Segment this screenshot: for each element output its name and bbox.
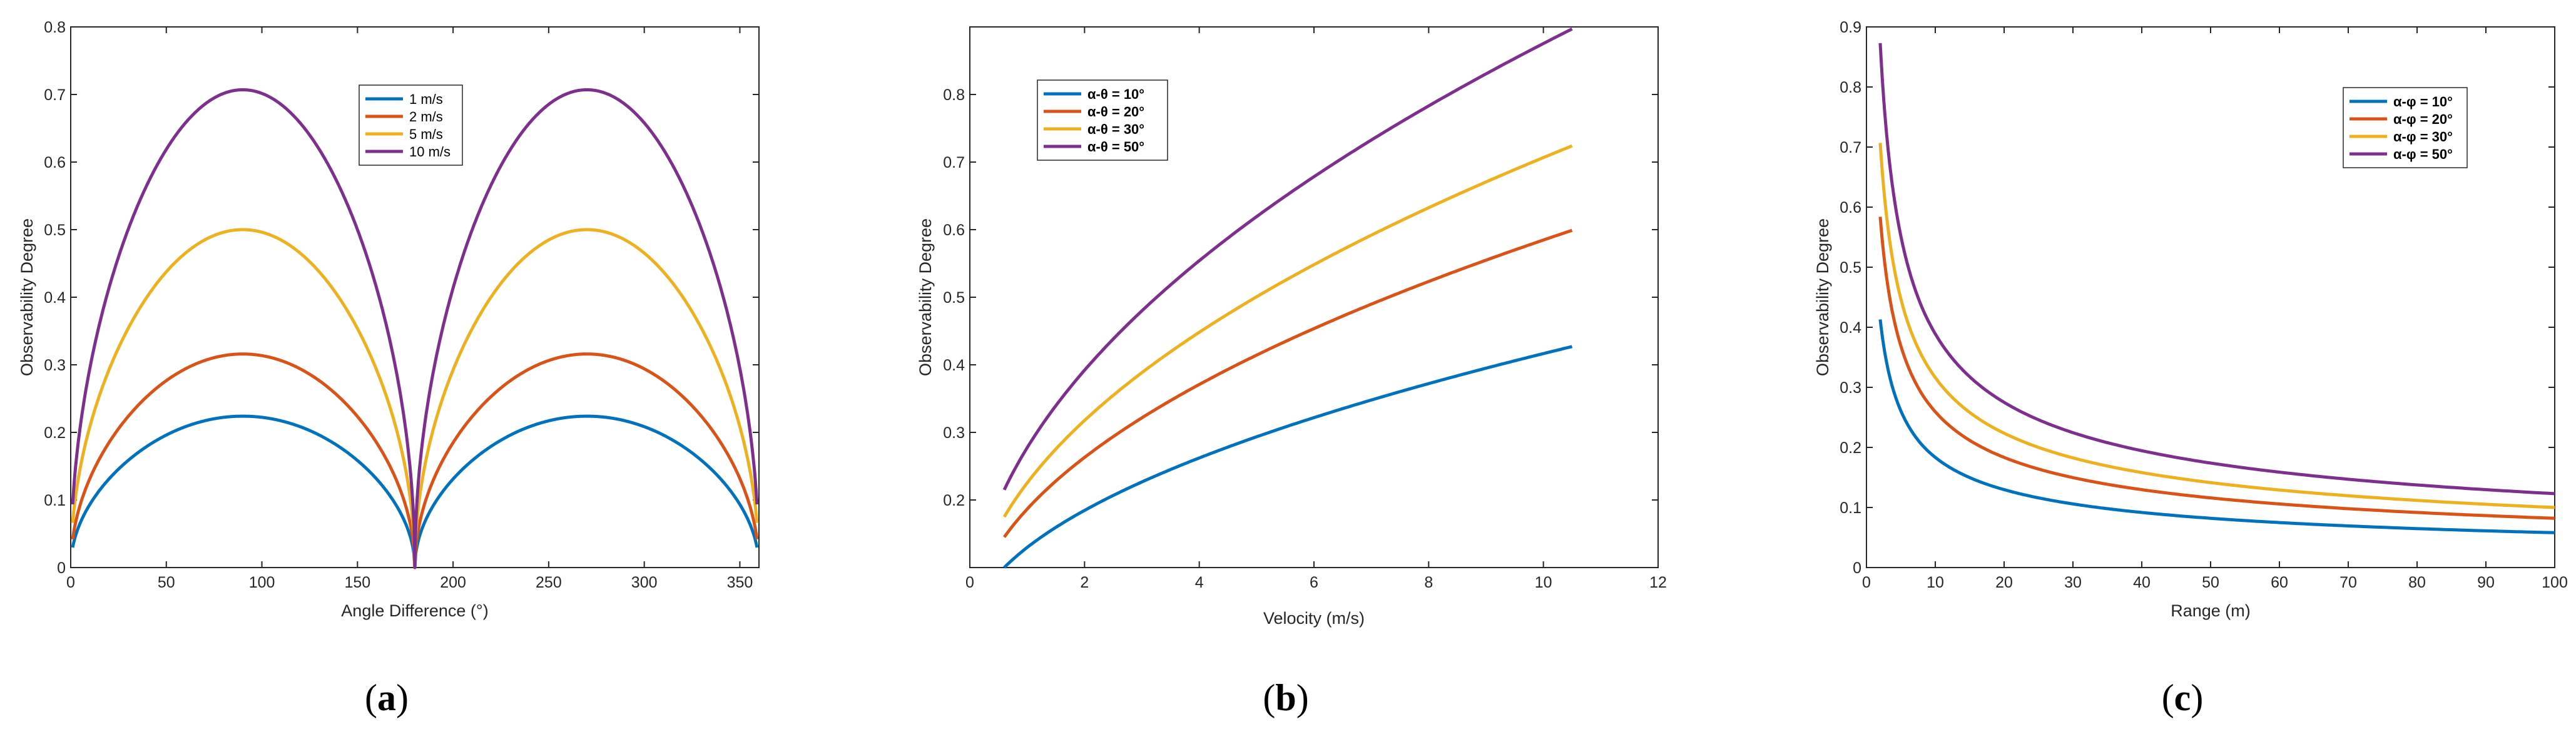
y-tick-label: 0.4	[44, 289, 66, 307]
legend-label: α-φ = 20°	[2393, 111, 2453, 127]
panel-a-caption: (a)	[365, 677, 409, 718]
legend-label: α-φ = 50°	[2393, 146, 2453, 162]
x-tick-label: 10	[1535, 574, 1552, 591]
x-tick-label: 8	[1424, 574, 1433, 591]
panel-b-legend: α-θ = 10° α-θ = 20°α-θ = 30° α-θ = 50°	[1037, 79, 1168, 161]
y-tick-label: 0.4	[1840, 319, 1861, 337]
panel-c-caption-letter: c	[2174, 677, 2191, 718]
legend-label: α-φ = 10°	[2393, 94, 2453, 110]
panel-c-series	[1878, 43, 2555, 534]
panel-c-ticks: 0 10 20 30 40 50 60 70 80 90 100 0 0.1 0.2 0.3 0.4 0.5 0.…	[1840, 19, 2568, 591]
y-tick-label: 0.8	[1840, 79, 1861, 96]
x-tick-label: 60	[2271, 574, 2288, 591]
series-line	[1003, 345, 1573, 569]
y-tick-label: 0.7	[44, 86, 66, 104]
y-tick-label: 0.3	[44, 357, 66, 374]
y-tick-label: 0	[1853, 559, 1861, 577]
x-tick-label: 200	[440, 574, 466, 591]
panel-b-caption-letter: b	[1275, 677, 1296, 718]
panel-a-x-axis-label: Angle Difference (°)	[341, 601, 488, 620]
y-tick-label: 0	[57, 559, 66, 577]
x-tick-label: 10	[1927, 574, 1944, 591]
series-line	[1002, 27, 1573, 491]
y-tick-label: 0.8	[44, 19, 66, 36]
legend-label: 1 m/s	[409, 91, 443, 107]
panel-a-y-axis-label: Observability Degree	[18, 218, 36, 376]
panel-a-legend: 1 m/s 2 m/s5 m/s 10 m/s	[359, 84, 463, 166]
panel-b-ticks: 0 2 4 6 8 10 12 0.2 0.3 0.4 0.5 0.6 0.7 0.8	[943, 27, 1667, 591]
x-tick-label: 50	[2202, 574, 2219, 591]
panel-b-x-axis-label: Velocity (m/s)	[1263, 609, 1365, 628]
x-tick-label: 70	[2339, 574, 2357, 591]
legend-label: α-θ = 10°	[1087, 86, 1144, 102]
panel-a-series	[71, 88, 759, 569]
panel-b-chart: 0 2 4 6 8 10 12 0.2 0.3 0.4 0.5 0.6 0.7 0.8 Velocity …	[916, 26, 1667, 718]
x-tick-label: 90	[2477, 574, 2495, 591]
panel-c-x-axis-label: Range (m)	[2171, 601, 2251, 620]
series-line	[1878, 217, 2555, 520]
series-line	[1002, 228, 1573, 538]
legend-label: α-θ = 30°	[1087, 121, 1144, 137]
x-tick-label: 100	[249, 574, 275, 591]
x-tick-label: 4	[1195, 574, 1204, 591]
y-tick-label: 0.2	[943, 492, 965, 509]
panel-c-chart: 0 10 20 30 40 50 60 70 80 90 100 0 0.1 0.2 0.3 0.4 0.5 0.…	[1813, 19, 2568, 718]
series-line	[1002, 144, 1573, 518]
y-tick-label: 0.7	[943, 154, 965, 171]
x-tick-label: 0	[66, 574, 75, 591]
panel-a-chart: 0 50 100 150 200 250 300 350 0 0.1 0.2 0.3 0.4 0.5 0.6…	[18, 19, 760, 718]
y-tick-label: 0.6	[943, 222, 965, 239]
y-tick-label: 0.6	[44, 154, 66, 171]
x-tick-label: 150	[344, 574, 370, 591]
x-tick-label: 250	[536, 574, 562, 591]
y-tick-label: 0.7	[1840, 139, 1861, 156]
panel-b-y-axis-label: Observability Degree	[916, 218, 935, 376]
panel-c-caption: (c)	[2162, 677, 2204, 718]
panel-a-ticks: 0 50 100 150 200 250 300 350 0 0.1 0.2 0.3 0.4 0.5 0.6…	[44, 19, 759, 591]
y-tick-label: 0.3	[1840, 379, 1861, 397]
x-tick-label: 100	[2542, 574, 2568, 591]
panel-b-series	[1002, 27, 1573, 569]
legend-label: 5 m/s	[409, 126, 443, 142]
legend-label: 2 m/s	[409, 109, 443, 125]
y-tick-label: 0.6	[1840, 199, 1861, 217]
series-line	[1878, 319, 2555, 534]
panel-c-y-axis-label: Observability Degree	[1813, 218, 1832, 376]
y-tick-label: 0.2	[44, 424, 66, 442]
x-tick-label: 80	[2408, 574, 2426, 591]
x-tick-label: 350	[727, 574, 753, 591]
x-tick-label: 12	[1649, 574, 1667, 591]
y-tick-label: 0.5	[44, 222, 66, 239]
x-tick-label: 50	[158, 574, 175, 591]
legend-label: α-θ = 20°	[1087, 104, 1144, 120]
panel-b-caption: (b)	[1263, 677, 1308, 718]
panel-c-legend: α-φ = 10°α-φ = 20° α-φ = 30°α-φ = 50°	[2343, 87, 2468, 168]
legend-label: α-θ = 50°	[1087, 139, 1144, 155]
y-tick-label: 0.5	[1840, 259, 1861, 277]
series-line	[1878, 43, 2555, 496]
y-tick-label: 0.9	[1840, 19, 1861, 36]
x-tick-label: 0	[1862, 574, 1871, 591]
x-tick-label: 40	[2133, 574, 2151, 591]
y-tick-label: 0.3	[943, 424, 965, 442]
y-tick-label: 0.1	[44, 492, 66, 509]
x-tick-label: 30	[2064, 574, 2082, 591]
legend-label: α-φ = 30°	[2393, 129, 2453, 145]
legend-label: 10 m/s	[409, 144, 451, 160]
x-tick-label: 20	[1995, 574, 2013, 591]
panel-a-caption-letter: a	[377, 677, 396, 718]
series-line	[71, 88, 759, 569]
y-tick-label: 0.5	[943, 289, 965, 307]
y-tick-label: 0.2	[1840, 439, 1861, 457]
y-tick-label: 0.4	[943, 357, 965, 374]
x-tick-label: 6	[1310, 574, 1318, 591]
x-tick-label: 0	[965, 574, 974, 591]
x-tick-label: 2	[1080, 574, 1089, 591]
x-tick-label: 300	[631, 574, 658, 591]
series-line	[1878, 143, 2555, 509]
y-tick-label: 0.1	[1840, 499, 1861, 517]
y-tick-label: 0.8	[943, 86, 965, 104]
